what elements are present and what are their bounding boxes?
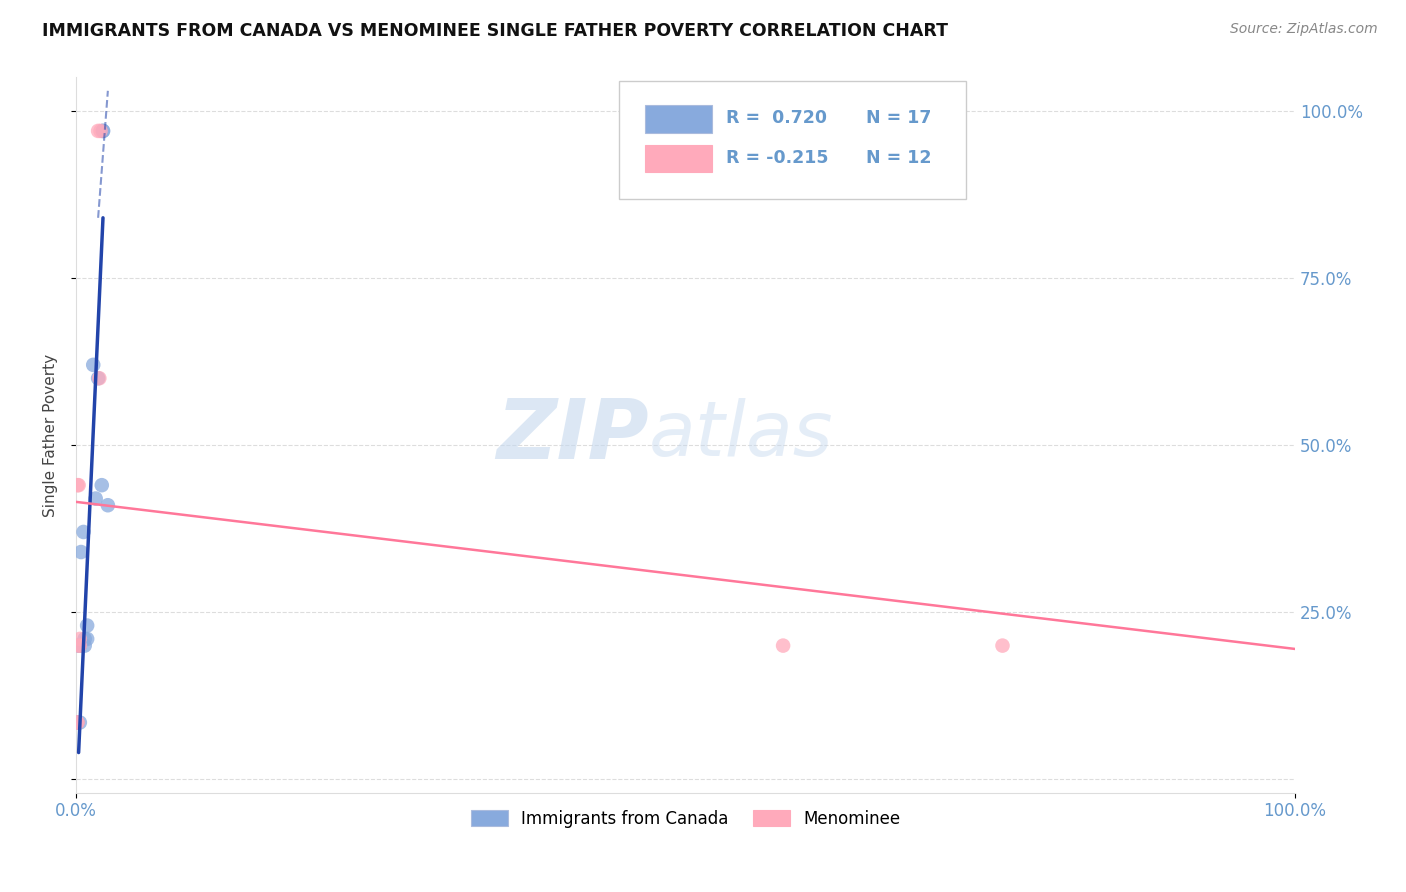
Text: R = -0.215: R = -0.215 xyxy=(725,149,828,167)
Point xyxy=(66,715,89,730)
Point xyxy=(97,498,120,512)
Text: IMMIGRANTS FROM CANADA VS MENOMINEE SINGLE FATHER POVERTY CORRELATION CHART: IMMIGRANTS FROM CANADA VS MENOMINEE SING… xyxy=(42,22,948,40)
Point xyxy=(84,491,107,506)
Point xyxy=(69,632,91,646)
Point xyxy=(69,639,91,653)
Point xyxy=(70,545,93,559)
Legend: Immigrants from Canada, Menominee: Immigrants from Canada, Menominee xyxy=(464,803,907,834)
Text: atlas: atlas xyxy=(650,398,834,472)
Point xyxy=(76,632,98,646)
Point xyxy=(90,124,112,138)
Point xyxy=(991,639,1014,653)
Point xyxy=(76,618,98,632)
Point xyxy=(91,124,114,138)
Point xyxy=(67,639,90,653)
Point xyxy=(66,478,89,492)
Point xyxy=(72,524,94,539)
Point xyxy=(67,639,90,653)
Point xyxy=(90,478,112,492)
Point xyxy=(91,124,114,138)
FancyBboxPatch shape xyxy=(619,81,966,199)
Bar xyxy=(645,145,713,172)
Text: R =  0.720: R = 0.720 xyxy=(725,109,827,128)
Point xyxy=(69,639,91,653)
Point xyxy=(772,639,794,653)
Point xyxy=(66,715,89,730)
Point xyxy=(89,371,111,385)
Point xyxy=(67,478,90,492)
Point xyxy=(87,124,110,138)
Text: Source: ZipAtlas.com: Source: ZipAtlas.com xyxy=(1230,22,1378,37)
Point xyxy=(82,358,104,372)
Y-axis label: Single Father Poverty: Single Father Poverty xyxy=(44,353,58,516)
Point xyxy=(66,715,89,730)
Point xyxy=(73,632,96,646)
Text: ZIP: ZIP xyxy=(496,394,650,475)
Text: N = 17: N = 17 xyxy=(866,109,931,128)
Point xyxy=(73,639,96,653)
Bar xyxy=(645,105,713,133)
Text: N = 12: N = 12 xyxy=(866,149,932,167)
Point xyxy=(69,715,91,730)
Point xyxy=(87,371,110,385)
